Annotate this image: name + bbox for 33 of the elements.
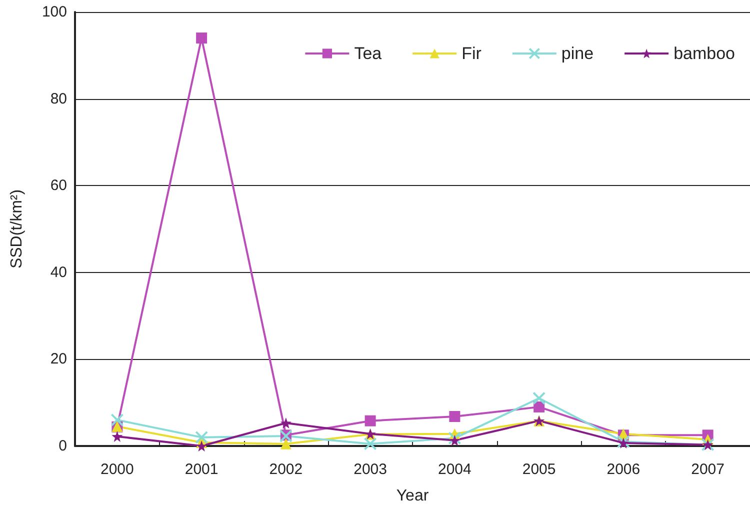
point (196, 32, 208, 44)
y-axis-title: SSD(t/km²) (8, 189, 26, 269)
legend-label: Fir (462, 44, 482, 63)
point (532, 392, 546, 405)
y-tick-label: 80 (50, 90, 67, 108)
point (280, 418, 292, 428)
x-tick-label: 2001 (184, 461, 218, 478)
point (449, 410, 460, 422)
point (449, 434, 460, 446)
legend-label: bamboo (674, 44, 736, 63)
point (364, 437, 377, 450)
y-tick-label: 60 (50, 177, 67, 194)
x-tick-label: 2003 (354, 461, 387, 478)
y-tick-label: 20 (50, 350, 67, 368)
point (195, 430, 208, 444)
point (280, 438, 292, 450)
x-tick-label: 2000 (100, 461, 134, 478)
legend-label: pine (561, 44, 594, 63)
x-tick-label: 2007 (691, 461, 724, 478)
y-tick-label: 0 (58, 438, 67, 454)
y-tick-label: 100 (42, 4, 67, 20)
x-tick-label: 2006 (606, 461, 640, 478)
point (196, 440, 208, 452)
point (112, 430, 123, 442)
point (110, 413, 124, 426)
x-tick-label: 2004 (438, 461, 472, 478)
point (448, 432, 462, 445)
point (364, 415, 376, 426)
legend-label: Tea (354, 44, 382, 63)
x-axis-title: Year (396, 488, 430, 504)
x-tick-label: 2005 (522, 461, 556, 478)
x-tick-label: 2002 (269, 461, 303, 478)
y-tick-label: 40 (50, 264, 67, 281)
